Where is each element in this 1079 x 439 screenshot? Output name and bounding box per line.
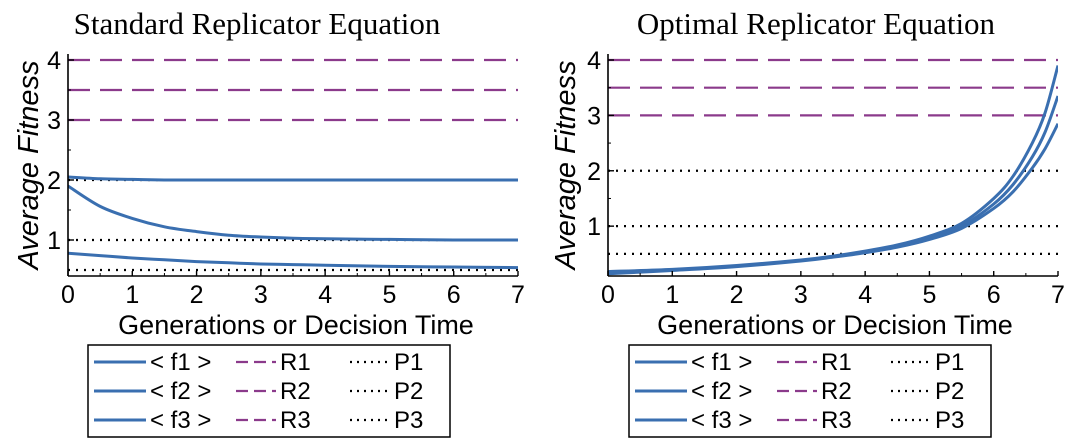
x-tick-label: 1 — [665, 281, 679, 309]
x-tick-label: 7 — [511, 281, 525, 309]
series-f3-line — [608, 123, 1058, 276]
legend-box — [87, 344, 451, 438]
y-tick-label: 2 — [587, 158, 601, 186]
legend-label-p1: P1 — [935, 349, 964, 376]
x-tick-label: 4 — [858, 281, 872, 309]
x-tick-label: 4 — [318, 281, 332, 309]
x-axis-label: Generations or Decision Time — [657, 310, 1013, 340]
y-tick-label: 4 — [47, 47, 61, 75]
legend-label-r1: R1 — [821, 349, 852, 376]
legend-label-p3: P3 — [394, 407, 423, 434]
legend-label-p2: P2 — [394, 378, 423, 405]
legend-label-f3: < f3 > — [691, 407, 752, 434]
y-tick-label: 1 — [47, 227, 61, 255]
legend-label-f1: < f1 > — [691, 349, 752, 376]
x-tick-label: 3 — [254, 281, 268, 309]
y-tick-label: 3 — [47, 107, 61, 135]
legend: < f1 > R1 P1 < f2 > R2 P2 < f3 > R3 P3 — [628, 344, 992, 438]
series-f3-line — [68, 251, 518, 270]
legend-label-f1: < f1 > — [150, 349, 211, 376]
legend-label-f3: < f3 > — [150, 407, 211, 434]
plot-area — [608, 58, 1058, 276]
x-tick-label: 0 — [601, 281, 615, 309]
y-tick-label: 2 — [47, 167, 61, 195]
chart-title: Optimal Replicator Equation — [637, 6, 996, 41]
y-axis-label: Average Fitness — [550, 60, 582, 271]
legend: < f1 > R1 P1 < f2 > R2 P2 < f3 > R3 P3 — [87, 344, 451, 438]
legend-label-r3: R3 — [821, 407, 852, 434]
x-tick-label: 6 — [987, 281, 1001, 309]
x-tick-label: 0 — [61, 281, 75, 309]
legend-label-f2: < f2 > — [691, 378, 752, 405]
y-tick-label: 1 — [587, 213, 601, 241]
series-f2-line — [608, 95, 1058, 275]
x-tick-label: 6 — [447, 281, 461, 309]
y-tick-label: 4 — [587, 47, 601, 75]
chart-standard-replicator: Standard Replicator Equation 0 1 2 3 4 5 6 7123… — [13, 6, 525, 438]
y-axis-label: Average Fitness — [13, 60, 45, 271]
x-tick-label: 2 — [190, 281, 204, 309]
legend-label-p3: P3 — [935, 407, 964, 434]
series-f2-line — [68, 184, 518, 242]
plot-area — [68, 58, 518, 272]
legend-label-r2: R2 — [280, 378, 311, 405]
legend-box — [628, 344, 992, 438]
chart-title: Standard Replicator Equation — [74, 6, 441, 41]
legend-label-p1: P1 — [394, 349, 423, 376]
x-axis-label: Generations or Decision Time — [118, 310, 474, 340]
legend-label-p2: P2 — [935, 378, 964, 405]
legend-label-r1: R1 — [280, 349, 311, 376]
chart-optimal-replicator: Optimal Replicator Equation 0 1 2 3 4 5 6 7 1 2 3 4… — [550, 6, 1065, 438]
y-tick-label: 3 — [587, 102, 601, 130]
x-tick-label: 7 — [1051, 281, 1065, 309]
legend-label-f2: < f2 > — [150, 378, 211, 405]
x-tick-label: 2 — [730, 281, 744, 309]
x-tick-label: 5 — [922, 281, 936, 309]
series-f1-line — [608, 65, 1058, 274]
series-f1-line — [68, 175, 518, 182]
x-tick-label: 5 — [382, 281, 396, 309]
legend-label-r3: R3 — [280, 407, 311, 434]
legend-label-r2: R2 — [821, 378, 852, 405]
x-tick-label: 3 — [794, 281, 808, 309]
x-tick-label: 1 — [125, 281, 139, 309]
